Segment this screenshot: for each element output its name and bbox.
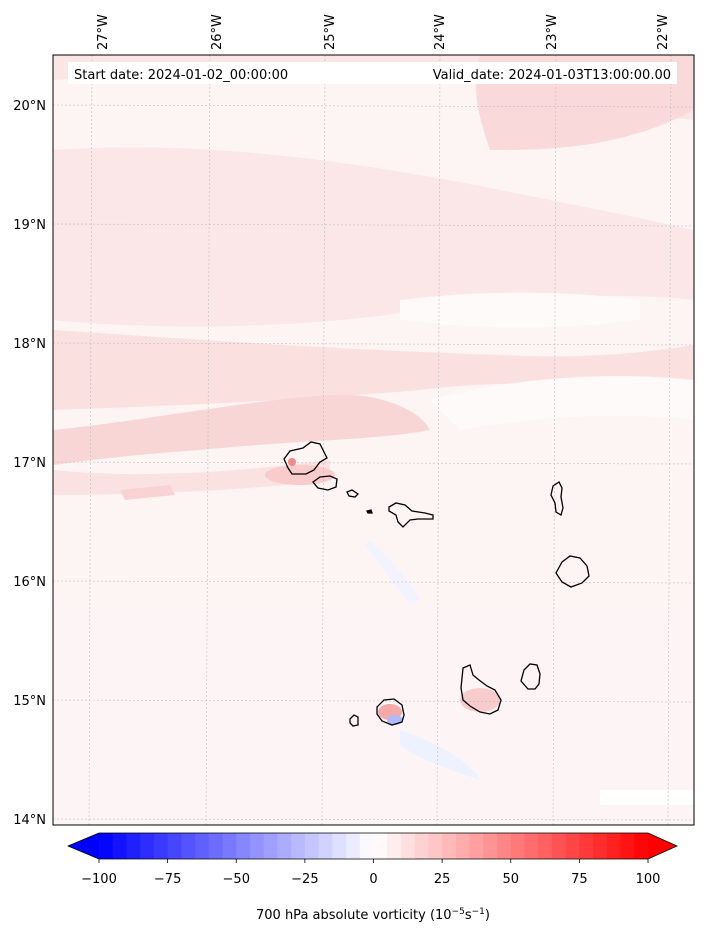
colorbar-cell [524,833,539,859]
colorbar-cell [400,833,416,859]
colorbar-cell [510,833,526,859]
island-santa-luzia [346,489,360,498]
lon-tick: 23°W [545,14,560,50]
colorbar-tick-label: −75 [154,872,181,887]
islands [283,441,590,727]
colorbar-tick-label: 75 [571,872,588,887]
colorbar-label: 700 hPa absolute vorticity (10−5s−1) [256,907,490,923]
colorbar-min-extension [68,833,99,859]
colorbar-cell [414,833,429,859]
colorbar-cell [551,833,567,859]
colorbar-cell [304,833,320,859]
island-sao-vicente [312,475,338,491]
lon-tick: 24°W [433,14,448,50]
lon-tick: 27°W [96,14,111,50]
colorbar-tick-label: 0 [369,872,377,887]
colorbar-label-mid: s [465,908,472,923]
colorbar-tick-label: 100 [636,872,661,887]
lon-tick: 26°W [210,14,225,50]
graticule [52,54,695,826]
colorbar-ticks: −100 −75 −50 −25 0 25 50 75 100 [81,859,660,887]
colorbar-cell [126,833,141,859]
lon-tick: 22°W [656,14,671,50]
colorbar-cell [181,833,196,859]
colorbar-label-exp1: −5 [452,907,465,917]
lat-tick: 16°N [13,575,46,590]
island-maio [520,663,541,690]
colorbar-cell [442,833,457,859]
colorbar-cell [620,833,635,859]
lat-tick: 19°N [13,218,46,233]
colorbar-max-extension [648,833,677,859]
lat-tick-labels: 20°N 19°N 18°N 17°N 16°N 15°N 14°N [13,99,46,828]
colorbar-cell [318,833,333,859]
island-sal [550,481,564,516]
colorbar-cell [332,833,347,859]
colorbar-cell [455,833,471,859]
colorbar-cell [112,833,128,859]
lon-tick: 25°W [323,14,338,50]
island-sao-nicolau [388,502,434,528]
colorbar-label-exp2: −1 [472,907,485,917]
colorbar-cell [277,833,292,859]
lat-tick: 18°N [13,337,46,352]
island-santiago [460,664,502,715]
colorbar-cell [222,833,237,859]
island-brava [349,714,359,727]
colorbar-cell [99,833,114,859]
island-fogo [376,698,405,726]
colorbar-label-end: ) [485,908,490,923]
colorbar-cell [263,833,279,859]
colorbar-cell [359,833,375,859]
lat-tick: 14°N [13,813,46,828]
colorbar-cell [291,833,306,859]
colorbar-cell [497,833,512,859]
colorbar-cell [428,833,443,859]
colorbar-cell [373,833,388,859]
colorbar-cell [208,833,224,859]
colorbar-cell [140,833,155,859]
lat-tick: 17°N [13,456,46,471]
colorbar-cell [195,833,210,859]
colorbar: −100 −75 −50 −25 0 25 50 75 100 [66,832,678,887]
colorbar-cell [387,833,402,859]
colorbar-tick-label: 25 [434,872,451,887]
colorbar-cell [236,833,251,859]
colorbar-cell [565,833,580,859]
colorbar-cell [346,833,361,859]
valid-date-text: Valid_date: 2024-01-03T13:00:00.00 [433,68,671,83]
plot-frame [52,54,695,826]
island-santo-antao [283,441,328,475]
colorbar-cell [606,833,622,859]
island-boa-vista [555,555,590,588]
vorticity-field [53,55,694,825]
colorbar-cell [634,833,649,859]
start-date-text: Start date: 2024-01-02_00:00:00 [74,68,288,83]
colorbar-tick-label: −25 [291,872,318,887]
colorbar-cell [167,833,182,859]
colorbar-cell [469,833,484,859]
colorbar-cell [538,833,553,859]
lat-tick: 20°N [13,99,46,114]
lon-tick-labels: 27°W 26°W 25°W 24°W 23°W 22°W [96,14,671,50]
colorbar-tick-label: 50 [502,872,519,887]
colorbar-cell [153,833,169,859]
colorbar-label-main: 700 hPa absolute vorticity (10 [256,908,452,923]
colorbar-tick-label: −100 [81,872,117,887]
lat-tick: 15°N [13,694,46,709]
colorbar-cell [593,833,608,859]
colorbar-tick-label: −50 [223,872,250,887]
colorbar-cell [249,833,265,859]
header-box [68,62,677,84]
colorbar-cell [579,833,594,859]
island-raso [366,509,373,514]
colorbar-cells [99,833,649,859]
colorbar-cell [483,833,498,859]
